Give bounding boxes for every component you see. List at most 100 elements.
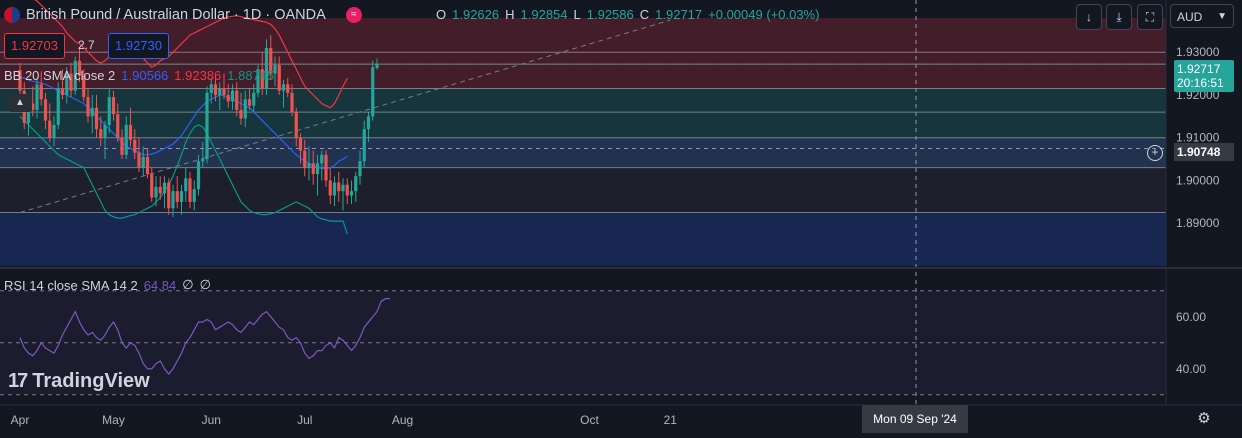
candle: [188, 171, 192, 209]
candle: [273, 56, 277, 87]
candle-body: [273, 65, 277, 74]
collapse-legend-icon[interactable]: ▲: [8, 94, 32, 112]
rsi-name: RSI 14 close SMA 14 2: [4, 277, 138, 293]
candle-body: [124, 124, 128, 155]
candle-body: [345, 184, 349, 196]
candle-body: [303, 150, 307, 168]
currency-value: AUD: [1177, 10, 1203, 24]
candle: [141, 146, 145, 177]
candle: [201, 142, 205, 168]
tradingview-wordmark: TradingView: [32, 370, 150, 392]
market-closed-icon[interactable]: ≈: [345, 7, 362, 23]
candle-body: [35, 84, 39, 110]
candle-body: [256, 69, 260, 93]
candle-body: [286, 84, 290, 93]
candle-body: [128, 124, 133, 140]
bb-upper-value: 1.92386: [174, 68, 222, 83]
candle-body: [188, 178, 192, 202]
candle: [315, 154, 320, 196]
rsi-legend[interactable]: RSI 14 close SMA 14 2 64.84 ∅ ∅: [4, 277, 211, 293]
candle-body: [56, 88, 60, 125]
rsi-extra-1: ∅: [182, 277, 194, 292]
gear-icon[interactable]: ⚙: [1197, 410, 1211, 427]
candle-body: [281, 84, 286, 91]
candle: [260, 52, 264, 95]
candle: [362, 120, 366, 168]
bar-countdown: 20:16:51: [1177, 76, 1224, 90]
candle-body: [269, 47, 273, 74]
candle: [179, 184, 184, 215]
add-level-icon[interactable]: +: [1147, 145, 1163, 161]
tradingview-logo[interactable]: 17 TradingView: [8, 370, 150, 393]
candle: [52, 116, 56, 147]
candle-body: [209, 84, 213, 93]
candle: [175, 176, 179, 209]
candle-body: [162, 182, 167, 194]
candle-body: [252, 92, 256, 106]
bb-legend[interactable]: BB 20 SMA close 2 1.90566 1.92386 1.8874…: [4, 68, 274, 83]
rsi-line: [19, 298, 390, 375]
buy-button[interactable]: 1.92730: [108, 33, 169, 59]
sell-button[interactable]: 1.92703: [4, 33, 65, 59]
candle-body: [337, 182, 341, 192]
arrow-down-icon[interactable]: ↓: [1076, 4, 1102, 30]
candle: [86, 88, 90, 123]
bb-lower-value: 1.88745: [227, 68, 275, 83]
candle-body: [60, 88, 65, 95]
candle: [69, 62, 73, 98]
candle: [332, 176, 337, 207]
price-zone: [0, 137, 1166, 168]
bollinger-bands: [19, 0, 348, 235]
rsi-band: [0, 290, 1166, 395]
candle: [337, 171, 341, 202]
candle-body: [167, 182, 171, 209]
candle: [43, 92, 48, 130]
candle: [171, 184, 175, 217]
candle-body: [264, 47, 269, 89]
candle: [213, 75, 218, 102]
rsi-tick-label: 40.00: [1176, 362, 1206, 376]
candle-body: [230, 90, 235, 102]
symbol-title[interactable]: British Pound / Australian Dollar · 1D ·…: [26, 7, 326, 23]
candle: [107, 88, 111, 134]
candle-body: [86, 97, 90, 117]
candle: [286, 77, 290, 98]
candle-body: [39, 84, 43, 100]
open-key: O: [436, 7, 447, 22]
candle: [111, 90, 116, 121]
candle: [103, 120, 107, 160]
candle-body: [141, 156, 145, 168]
candle-body: [192, 189, 196, 202]
candle: [94, 94, 99, 138]
candle: [256, 65, 260, 98]
candle-body: [315, 163, 320, 175]
candle: [230, 84, 235, 110]
price-zones: [0, 18, 1166, 266]
collapse-icon[interactable]: ⤓: [1106, 4, 1132, 30]
time-tick-label: Aug: [392, 413, 413, 427]
candle: [56, 82, 60, 130]
candle-body: [145, 156, 150, 175]
fullscreen-icon[interactable]: ⛶: [1137, 4, 1163, 30]
bb-lower-line: [19, 115, 348, 235]
bb-name: BB 20 SMA close 2: [4, 68, 116, 83]
candle-body: [371, 67, 375, 117]
candle: [196, 154, 201, 196]
price-zone: [0, 167, 1166, 213]
candle-body: [43, 99, 48, 121]
candle: [354, 171, 358, 202]
chart-header: British Pound / Australian Dollar · 1D ·…: [4, 4, 362, 26]
candle-body: [260, 69, 264, 89]
candle-body: [341, 184, 345, 192]
candle: [366, 112, 371, 142]
currency-select[interactable]: AUD ▼: [1170, 4, 1234, 28]
candle: [184, 167, 188, 202]
candle-body: [65, 73, 69, 95]
candle: [375, 58, 379, 70]
candle: [35, 77, 39, 119]
candle: [345, 178, 349, 204]
candle-body: [111, 97, 116, 115]
candle: [77, 47, 82, 83]
